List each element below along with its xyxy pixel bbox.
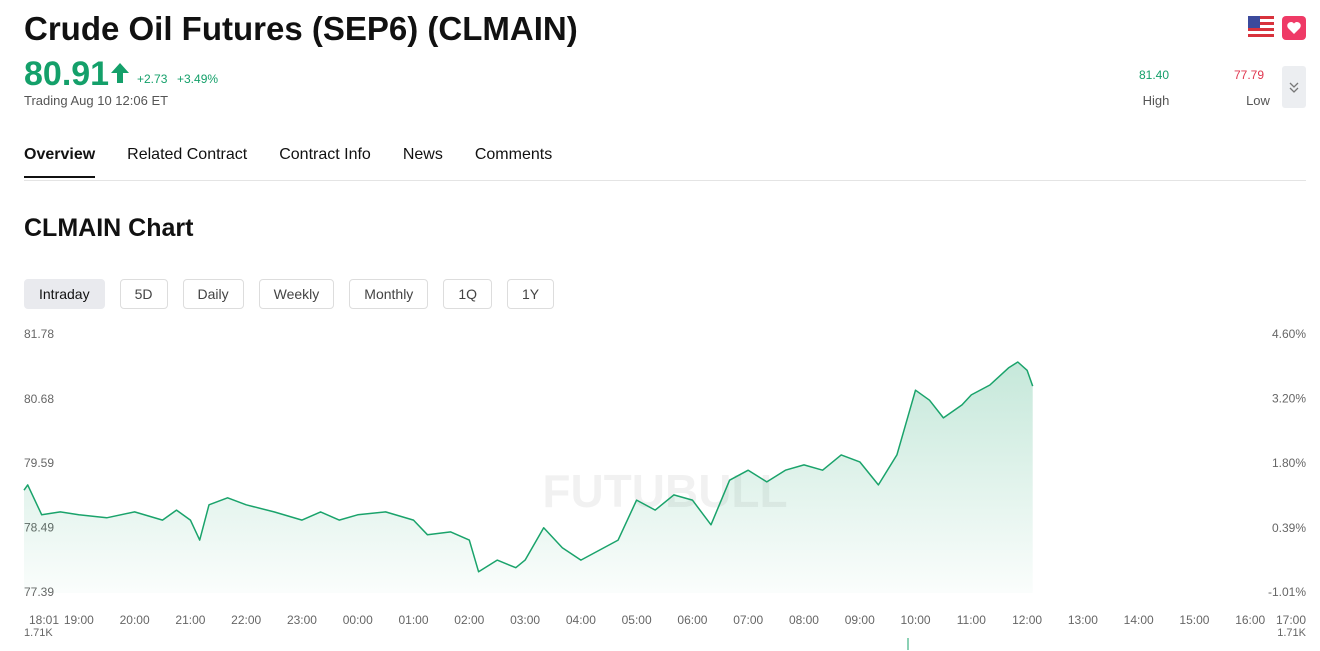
- x-tick-label: 23:00: [287, 613, 317, 627]
- tab[interactable]: News: [402, 146, 443, 163]
- tab[interactable]: Overview: [24, 146, 96, 178]
- y2-tick-label: 0.39%: [1272, 521, 1306, 535]
- x-tick-label: 15:00: [1179, 613, 1209, 627]
- range-button[interactable]: Weekly: [258, 279, 335, 309]
- x-tick-label: 20:00: [120, 613, 150, 627]
- x-tick-label: 21:00: [175, 613, 205, 627]
- separator: [24, 180, 1306, 181]
- y2-tick-label: 4.60%: [1272, 327, 1306, 341]
- y-tick-label: 80.68: [24, 392, 54, 406]
- x-tick-label: 04:00: [566, 613, 596, 627]
- x-tick-label: 01:00: [399, 613, 429, 627]
- x-tick-label: 12:00: [1012, 613, 1042, 627]
- x-tick-label: 17:00: [1276, 613, 1306, 627]
- y2-tick-label: -1.01%: [1268, 585, 1306, 599]
- us-flag: [1248, 16, 1274, 40]
- title: Crude Oil Futures (SEP6) (CLMAIN): [24, 10, 578, 47]
- tabs: Overview Related Contract Contract Info New…: [24, 146, 552, 178]
- expand-button[interactable]: [1282, 66, 1306, 108]
- range-button[interactable]: Monthly: [349, 279, 429, 309]
- x-tick-label: 18:01: [29, 613, 59, 627]
- x-tick-label: 09:00: [845, 613, 875, 627]
- range-button[interactable]: Intraday: [24, 279, 105, 309]
- section-title: CLMAIN Chart: [24, 214, 194, 242]
- price-area: [24, 362, 1033, 593]
- status: Trading Aug 10 12:06 ET: [24, 93, 169, 108]
- change: +2.73: [137, 72, 168, 86]
- x-tick-label: 05:00: [622, 613, 652, 627]
- x-tick-label: 00:00: [343, 613, 373, 627]
- x-tick-label: 19:00: [64, 613, 94, 627]
- high-value: 81.40: [1138, 68, 1170, 82]
- price: 80.91: [24, 55, 110, 93]
- x-tick-label: 14:00: [1124, 613, 1154, 627]
- volume-label: 1.71K: [1277, 627, 1306, 639]
- up-arrow: [111, 63, 129, 83]
- tab[interactable]: Contract Info: [279, 146, 371, 163]
- volume-label: 1.71K: [24, 627, 53, 639]
- range-buttons: Intraday 5D Daily Weekly Monthly 1Q 1Y: [24, 279, 555, 309]
- low-value: 77.79: [1233, 68, 1265, 82]
- x-tick-label: 06:00: [677, 613, 707, 627]
- low-label: Low: [1246, 93, 1270, 108]
- y2-tick-label: 3.20%: [1272, 392, 1306, 406]
- range-button[interactable]: 5D: [119, 279, 168, 309]
- tab[interactable]: Related Contract: [127, 146, 248, 163]
- favorite-button[interactable]: [1282, 16, 1306, 40]
- x-tick-label: 22:00: [231, 613, 261, 627]
- range-button[interactable]: 1Q: [443, 279, 492, 309]
- high-label: High: [1142, 93, 1170, 108]
- x-tick-label: 10:00: [901, 613, 931, 627]
- x-tick-label: 16:00: [1235, 613, 1265, 627]
- y2-tick-label: 1.80%: [1272, 456, 1306, 470]
- x-tick-label: 13:00: [1068, 613, 1098, 627]
- x-tick-label: 03:00: [510, 613, 540, 627]
- x-tick-label: 07:00: [733, 613, 763, 627]
- change-percent: +3.49%: [177, 72, 219, 86]
- y-tick-label: 81.78: [24, 327, 54, 341]
- x-tick-label: 08:00: [789, 613, 819, 627]
- price-line: [23, 361, 1034, 573]
- y-tick-label: 79.59: [24, 456, 54, 470]
- range-button[interactable]: Daily: [182, 279, 244, 309]
- range-button[interactable]: 1Y: [507, 279, 555, 309]
- x-tick-label: 11:00: [957, 613, 986, 627]
- tab[interactable]: Comments: [474, 146, 553, 163]
- x-tick-label: 02:00: [454, 613, 484, 627]
